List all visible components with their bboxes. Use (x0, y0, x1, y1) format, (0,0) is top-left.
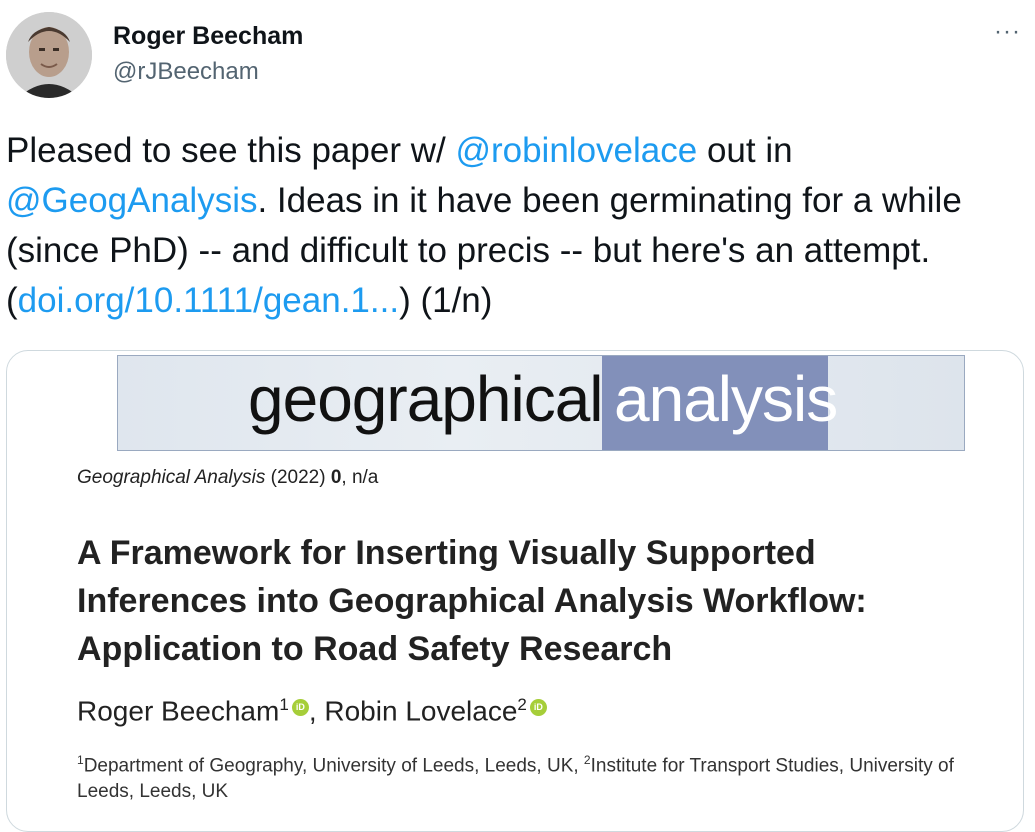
author-separator: , (308, 695, 325, 727)
citation: Geographical Analysis (2022) 0, n/a (77, 467, 378, 489)
doi-link[interactable]: doi.org/10.1111/gean.1... (17, 281, 400, 320)
journal-banner: geographical analysis (117, 355, 965, 451)
tweet-text-part: ) (1/n) (399, 281, 493, 320)
author-2-affil: 2 (517, 695, 527, 714)
author-1-affil: 1 (279, 695, 289, 714)
tweet-text-part: out in (697, 131, 803, 170)
citation-pages: , n/a (341, 467, 379, 488)
avatar-photo (6, 12, 92, 98)
paper-authors: Roger Beecham1 iD, Robin Lovelace2 iD (77, 695, 547, 727)
journal-name-left: geographical (248, 363, 603, 435)
citation-year: (2022) (265, 467, 331, 488)
affil-1-sup: 1 (77, 753, 84, 767)
tweet-header: Roger Beecham @rJBeecham ··· (0, 0, 1035, 110)
paper-title: A Framework for Inserting Visually Suppo… (77, 534, 867, 668)
tweet-text-part: Pleased to see this paper w/ (6, 131, 456, 170)
citation-volume: 0 (330, 467, 342, 488)
affil-2-sup: 2 (583, 753, 591, 767)
orcid-icon: iD (529, 699, 547, 716)
tweet-text-part: . Ideas in it have been germinating for … (6, 181, 972, 320)
author-name[interactable]: Roger Beecham (113, 22, 304, 50)
mention-robinlovelace[interactable]: @robinlovelace (455, 131, 698, 170)
tweet-text: Pleased to see this paper w/ @robinlovel… (6, 126, 1026, 326)
affiliations: 1Department of Geography, University of … (77, 747, 1007, 805)
journal-name-right: analysis (614, 363, 838, 435)
author-handle[interactable]: @rJBeecham (113, 58, 259, 85)
avatar[interactable] (6, 12, 92, 98)
affil-1: Department of Geography, University of L… (83, 755, 584, 777)
more-options-icon[interactable]: ··· (994, 18, 1021, 45)
author-2: Robin Lovelace (324, 695, 518, 727)
affil-2: Institute for Transport Studies, Univers… (77, 755, 954, 803)
citation-journal: Geographical Analysis (77, 467, 266, 488)
orcid-icon: iD (291, 699, 309, 716)
mention-geoganalysis[interactable]: @GeogAnalysis (6, 181, 258, 220)
author-1: Roger Beecham (77, 695, 280, 727)
attached-image-card[interactable]: geographical analysis Geographical Analy… (6, 350, 1024, 832)
journal-name-highlight (602, 356, 828, 450)
